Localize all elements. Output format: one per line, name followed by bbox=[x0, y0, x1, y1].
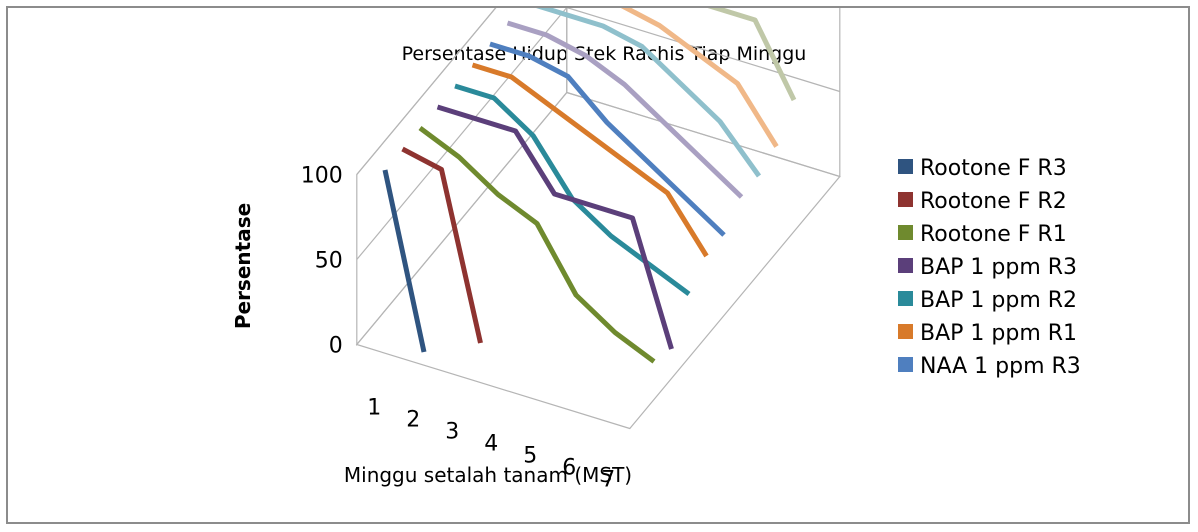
series-line bbox=[418, 125, 656, 364]
legend-swatch bbox=[898, 258, 913, 273]
y-tick-label: 100 bbox=[301, 164, 343, 189]
gridline bbox=[356, 8, 497, 175]
legend-label: Rootone F R1 bbox=[920, 222, 1067, 247]
x-tick-label: 6 bbox=[562, 456, 576, 481]
series-line bbox=[489, 41, 726, 237]
y-tick-label: 0 bbox=[329, 334, 343, 359]
legend-swatch bbox=[898, 357, 913, 372]
legend-label: BAP 1 ppm R1 bbox=[920, 321, 1077, 346]
legend-swatch bbox=[898, 192, 913, 207]
legend-label: Rootone F R2 bbox=[920, 189, 1067, 214]
series-line bbox=[436, 104, 674, 350]
legend-label: BAP 1 ppm R3 bbox=[920, 255, 1077, 280]
y-axis-ticks: 0 50 100 bbox=[301, 164, 343, 359]
chart-walls bbox=[355, 8, 841, 430]
y-axis-label: Persentase bbox=[231, 203, 255, 329]
legend-label: NAA 1 ppm R3 bbox=[920, 354, 1081, 379]
series-line bbox=[382, 169, 427, 353]
x-tick-label: 2 bbox=[406, 408, 420, 433]
series-line bbox=[707, 8, 797, 102]
floor bbox=[355, 91, 841, 430]
chart-title: Persentase Hidup Stek Rachis Tiap Minggu bbox=[402, 43, 807, 65]
series-lines bbox=[382, 8, 797, 364]
series-line bbox=[506, 20, 744, 199]
legend: Rootone F R3 Rootone F R2 Rootone F R1 BAP … bbox=[898, 156, 1081, 379]
legend-swatch bbox=[898, 324, 913, 339]
y-tick-label: 50 bbox=[315, 249, 343, 274]
series-line bbox=[401, 146, 483, 344]
x-tick-label: 5 bbox=[523, 444, 537, 469]
legend-swatch bbox=[898, 291, 913, 306]
legend-swatch bbox=[898, 225, 913, 240]
x-tick-label: 3 bbox=[445, 420, 459, 445]
x-axis-label: Minggu setalah tanam (MST) bbox=[344, 463, 632, 487]
gridline bbox=[356, 8, 840, 260]
legend-label: Rootone F R3 bbox=[920, 156, 1067, 181]
x-tick-label: 1 bbox=[367, 396, 381, 421]
chart-svg: Persentase Hidup Stek Rachis Tiap Minggu… bbox=[231, 8, 1081, 493]
series-line bbox=[535, 8, 762, 178]
x-tick-label: 7 bbox=[601, 468, 615, 493]
legend-label: BAP 1 ppm R2 bbox=[920, 288, 1077, 313]
series-line bbox=[620, 8, 779, 148]
series-line bbox=[471, 62, 709, 258]
chart-frame: Persentase Hidup Stek Rachis Tiap Minggu… bbox=[6, 6, 1190, 524]
x-tick-label: 4 bbox=[484, 432, 498, 457]
legend-swatch bbox=[898, 159, 913, 174]
